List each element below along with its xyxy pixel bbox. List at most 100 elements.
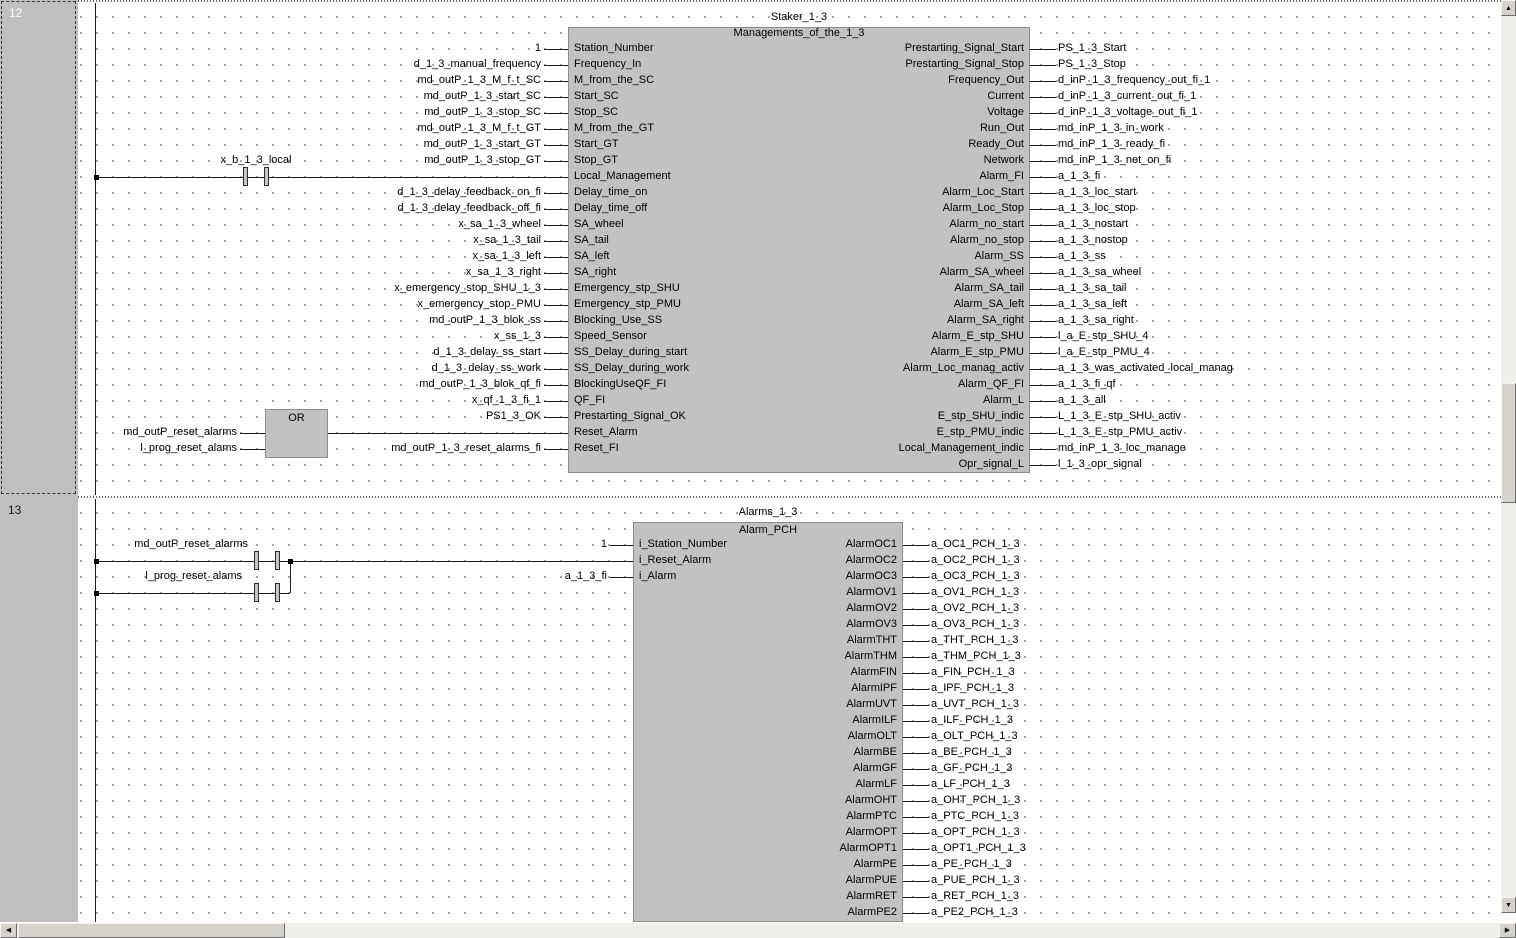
output-operand[interactable]: a_PUE_PCH_1_3 (931, 874, 1020, 886)
output-pin-label[interactable]: AlarmOLT (847, 730, 897, 742)
contact-label[interactable]: x_b_1_3_local (220, 154, 292, 166)
output-operand[interactable]: a_1_3_nostart (1058, 218, 1129, 230)
or-input-operand[interactable]: md_outP_reset_alarms (123, 426, 237, 438)
output-pin-label[interactable]: AlarmOHT (845, 794, 897, 806)
input-operand[interactable]: x_qf_1_3_fi_1 (471, 394, 541, 406)
block-instance-name[interactable]: Staker_1_3 (770, 11, 828, 23)
input-pin-label[interactable]: i_Reset_Alarm (639, 554, 712, 566)
output-pin-label[interactable]: Voltage (987, 106, 1024, 118)
contact-x-b-1-3-local-bar[interactable] (264, 167, 269, 186)
output-pin-label[interactable]: AlarmIPF (851, 682, 897, 694)
input-operand[interactable]: md_outP_1_3_stop_SC (424, 106, 541, 118)
input-pin-label[interactable]: Delay_time_off (574, 202, 648, 214)
output-pin-label[interactable]: Alarm_E_stp_SHU (931, 330, 1024, 342)
output-pin-label[interactable]: AlarmPE2 (847, 906, 897, 918)
input-operand[interactable]: md_outP_1_3_start_GT (423, 138, 541, 150)
network-number-12[interactable]: 12 (9, 6, 23, 20)
output-operand[interactable]: a_THT_PCH_1_3 (931, 634, 1019, 646)
output-operand[interactable]: a_OV1_PCH_1_3 (931, 586, 1020, 598)
input-pin-label[interactable]: SS_Delay_during_start (574, 346, 688, 358)
output-pin-label[interactable]: AlarmTHT (846, 634, 897, 646)
output-pin-label[interactable]: Alarm_SA_left (953, 298, 1024, 310)
output-operand[interactable]: a_PE_PCH_1_3 (931, 858, 1012, 870)
contact-l-prog-reset-alams-bar[interactable] (254, 583, 259, 602)
output-pin-label[interactable]: AlarmOPT (845, 826, 897, 838)
output-pin-label[interactable]: AlarmBE (853, 746, 897, 758)
input-pin-label[interactable]: SA_right (574, 266, 617, 278)
output-pin-label[interactable]: AlarmOV2 (846, 602, 897, 614)
output-pin-label[interactable]: AlarmOC3 (845, 570, 897, 582)
input-pin-label[interactable]: BlockingUseQF_FI (574, 378, 667, 390)
output-operand[interactable]: md_inP_1_3_ready_fi (1058, 138, 1166, 150)
input-operand[interactable]: d_1_3_manual_frequency (413, 58, 541, 70)
input-operand[interactable]: x_sa_1_3_left (472, 250, 542, 262)
output-pin-label[interactable]: AlarmILF (852, 714, 897, 726)
output-pin-label[interactable]: AlarmPE (853, 858, 897, 870)
input-pin-label[interactable]: Reset_Alarm (574, 426, 638, 438)
output-operand[interactable]: a_1_3_sa_tail (1058, 282, 1127, 294)
contact-label[interactable]: l_prog_reset_alams (145, 570, 242, 582)
output-operand[interactable]: a_1_3_nostop (1058, 234, 1128, 246)
input-pin-label[interactable]: SS_Delay_during_work (574, 362, 689, 374)
output-pin-label[interactable]: AlarmTHM (844, 650, 897, 662)
output-pin-label[interactable]: Current (987, 90, 1024, 102)
output-operand[interactable]: a_1_3_ss (1058, 250, 1106, 262)
output-pin-label[interactable]: Ready_Out (968, 138, 1024, 150)
input-pin-label[interactable]: Stop_SC (574, 106, 619, 118)
output-pin-label[interactable]: AlarmOV1 (846, 586, 897, 598)
output-pin-label[interactable]: Alarm_SS (974, 250, 1024, 262)
output-operand[interactable]: a_OPT1_PCH_1_3 (931, 842, 1026, 854)
input-operand[interactable]: d_1_3_delay_feedback_on_fi (397, 186, 541, 198)
input-operand[interactable]: d_1_3_delay_ss_work (431, 362, 541, 374)
output-pin-label[interactable]: Alarm_SA_wheel (939, 266, 1024, 278)
output-operand[interactable]: l_1_3_opr_signal (1058, 458, 1142, 470)
output-pin-label[interactable]: Alarm_E_stp_PMU (930, 346, 1024, 358)
horizontal-scroll-thumb[interactable] (18, 923, 285, 938)
output-operand[interactable]: L_1_3_E_stp_PMU_activ (1058, 426, 1183, 438)
output-operand[interactable]: a_GF_PCH_1_3 (931, 762, 1013, 774)
input-pin-label[interactable]: Start_GT (574, 138, 619, 150)
output-operand[interactable]: a_UVT_PCH_1_3 (931, 698, 1020, 710)
output-pin-label[interactable]: AlarmOPT1 (839, 842, 897, 854)
output-operand[interactable]: d_inP_1_3_voltage_out_fi_1 (1058, 106, 1198, 118)
input-pin-label[interactable]: Frequency_In (574, 58, 642, 70)
input-operand[interactable]: a_1_3_fi (564, 570, 607, 582)
input-operand[interactable]: md_outP_1_3_reset_alarms_fi (391, 442, 541, 454)
input-pin-label[interactable]: Emergency_stp_SHU (574, 282, 680, 294)
input-pin-label[interactable]: SA_left (574, 250, 610, 262)
input-operand[interactable]: PS1_3_OK (485, 410, 541, 422)
input-pin-label[interactable]: Start_SC (574, 90, 619, 102)
output-operand[interactable]: a_1_3_sa_wheel (1058, 266, 1142, 278)
output-operand[interactable]: d_inP_1_3_frequency_out_fi_1 (1058, 74, 1211, 86)
output-operand[interactable]: a_OV2_PCH_1_3 (931, 602, 1020, 614)
output-pin-label[interactable]: Alarm_QF_FI (957, 378, 1024, 390)
output-operand[interactable]: a_1_3_loc_stop (1058, 202, 1136, 214)
contact-label[interactable]: md_outP_reset_alarms (134, 538, 248, 550)
output-pin-label[interactable]: Alarm_Loc_Start (942, 186, 1024, 198)
output-operand[interactable]: PS_1_3_Start (1058, 42, 1127, 54)
input-operand[interactable]: x_sa_1_3_wheel (458, 218, 541, 230)
output-pin-label[interactable]: Alarm_no_start (949, 218, 1024, 230)
output-pin-label[interactable]: Alarm_Loc_Stop (942, 202, 1024, 214)
output-operand[interactable]: a_RET_PCH_1_3 (931, 890, 1020, 902)
input-operand[interactable]: 1 (600, 538, 607, 550)
input-operand[interactable]: x_ss_1_3 (493, 330, 541, 342)
output-operand[interactable]: a_OLT_PCH_1_3 (931, 730, 1018, 742)
vertical-scrollbar[interactable]: ▲ ▼ (1501, 0, 1516, 913)
input-pin-label[interactable]: i_Station_Number (639, 538, 728, 550)
output-pin-label[interactable]: Alarm_SA_right (946, 314, 1024, 326)
output-operand[interactable]: a_1_3_sa_right (1058, 314, 1134, 326)
or-gate[interactable] (265, 409, 328, 458)
scroll-right-button[interactable]: ▶ (1499, 923, 1516, 938)
input-operand[interactable]: x_sa_1_3_tail (473, 234, 541, 246)
input-pin-label[interactable]: Speed_Sensor (574, 330, 647, 342)
output-pin-label[interactable]: Alarm_FI (979, 170, 1024, 182)
output-pin-label[interactable]: AlarmGF (853, 762, 897, 774)
input-operand[interactable]: md_outP_1_3_M_f_t_GT (417, 122, 541, 134)
contact-md-outp-reset-alarms-bar[interactable] (275, 551, 280, 570)
output-operand[interactable]: md_inP_1_3_net_on_fi (1058, 154, 1172, 166)
output-pin-label[interactable]: Alarm_Loc_manag_activ (902, 362, 1024, 374)
input-operand[interactable]: x_emergency_stop_SHU_1_3 (394, 282, 541, 294)
input-pin-label[interactable]: Local_Management (574, 170, 671, 182)
output-operand[interactable]: L_1_3_E_stp_SHU_activ (1058, 410, 1181, 422)
